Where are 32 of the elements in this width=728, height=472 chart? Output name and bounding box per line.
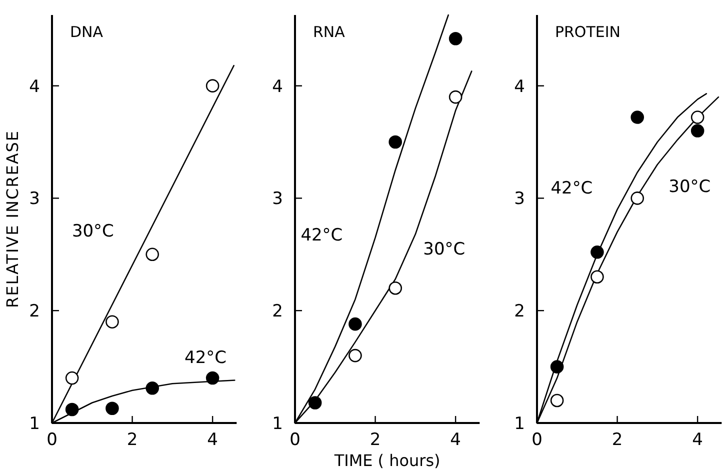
text: RNA: [312, 23, 346, 42]
y-tick-label: 3: [272, 189, 283, 210]
series-label: 42°C: [300, 226, 342, 246]
y-tick-label: 4: [514, 76, 526, 97]
y-axis-title: RELATIVE INCREASE: [3, 130, 22, 308]
y-tick-label: 3: [514, 189, 526, 210]
x-tick-label: 2: [370, 430, 380, 450]
text: DNA: [70, 23, 104, 42]
text: PROTEIN: [555, 23, 621, 42]
x-tick-label: 0: [532, 430, 543, 450]
y-tick-label: 2: [29, 302, 40, 322]
x-axis-title: TIME ( hours): [333, 450, 440, 470]
series-label: 42°C: [551, 178, 594, 198]
y-tick-label: 1: [29, 414, 40, 434]
y-tick-label: 3: [29, 189, 40, 210]
series-label: 42°C: [184, 348, 226, 368]
series-label: 30°C: [72, 221, 114, 242]
y-tick-label: 1: [272, 414, 283, 434]
series-label: 30°C: [422, 240, 465, 260]
y-tick-label: 2: [272, 302, 283, 322]
x-tick-label: 0: [289, 430, 300, 450]
x-tick-label: 4: [207, 430, 218, 450]
x-tick-label: 4: [692, 430, 704, 450]
x-tick-label: 2: [612, 430, 624, 450]
x-tick-label: 4: [450, 430, 461, 450]
y-tick-label: 4: [29, 76, 40, 97]
y-tick-label: 4: [272, 76, 283, 97]
x-tick-label: 2: [126, 430, 138, 450]
series-label: 30°C: [668, 176, 711, 197]
y-tick-label: 2: [514, 302, 526, 322]
x-tick-label: 0: [46, 430, 58, 450]
y-tick-label: 1: [514, 414, 526, 434]
